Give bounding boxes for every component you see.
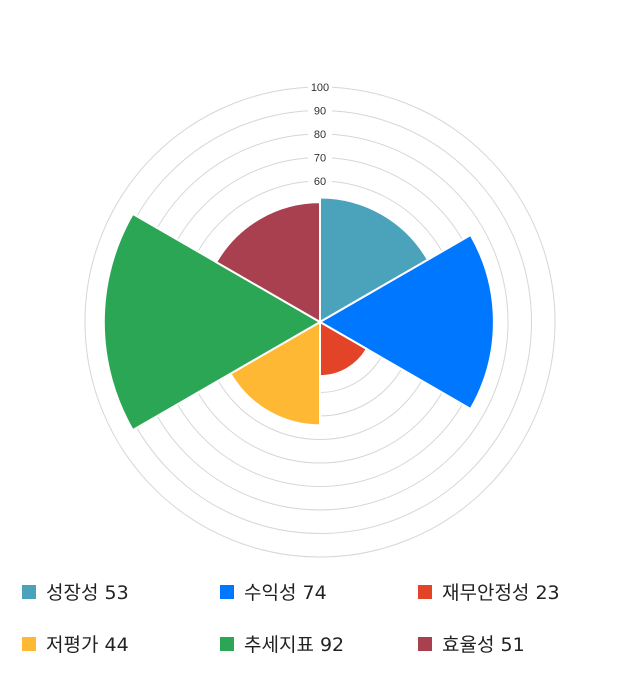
tick-label: 60	[314, 176, 326, 188]
legend-swatch	[418, 636, 432, 651]
legend-swatch	[22, 636, 36, 651]
legend-item[interactable]: 저평가 44	[22, 630, 129, 657]
tick-label-bg	[308, 128, 332, 140]
sector-3[interactable]	[319, 320, 369, 378]
tick-label-bg	[308, 81, 332, 93]
tick-label: 70	[314, 153, 326, 165]
legend-item[interactable]: 효율성 51	[418, 630, 525, 657]
legend-swatch	[220, 636, 234, 651]
sector-1[interactable]	[319, 196, 430, 324]
tick-label: 90	[314, 106, 326, 118]
legend-swatch	[418, 584, 432, 599]
legend-item[interactable]: 추세지표 92	[220, 630, 344, 657]
legend-label: 수익성 74	[244, 582, 327, 604]
legend-swatch	[22, 584, 36, 599]
tick-label-bg	[308, 151, 332, 164]
sector-2[interactable]	[317, 233, 495, 411]
legend-label: 효율성 51	[442, 634, 525, 656]
legend-label: 성장성 53	[46, 582, 129, 604]
polar-area-chart: 60 70 80 90 100	[84, 81, 556, 558]
legend-label: 추세지표 92	[244, 634, 345, 656]
legend-label: 재무안정성 23	[442, 582, 560, 604]
sector-6[interactable]	[214, 201, 321, 324]
sector-4[interactable]	[229, 320, 321, 427]
legend-swatch	[220, 584, 234, 599]
tick-label-bg	[308, 104, 332, 117]
legend-item[interactable]: 성장성 53	[22, 578, 129, 605]
tick-label: 100	[311, 82, 329, 94]
tick-label-bg	[308, 175, 332, 187]
legend-label: 저평가 44	[46, 634, 129, 656]
legend-item[interactable]: 수익성 74	[220, 578, 327, 605]
legend-item[interactable]: 재무안정성 23	[418, 578, 560, 605]
sector-5[interactable]	[102, 212, 323, 432]
tick-label: 80	[314, 129, 326, 141]
